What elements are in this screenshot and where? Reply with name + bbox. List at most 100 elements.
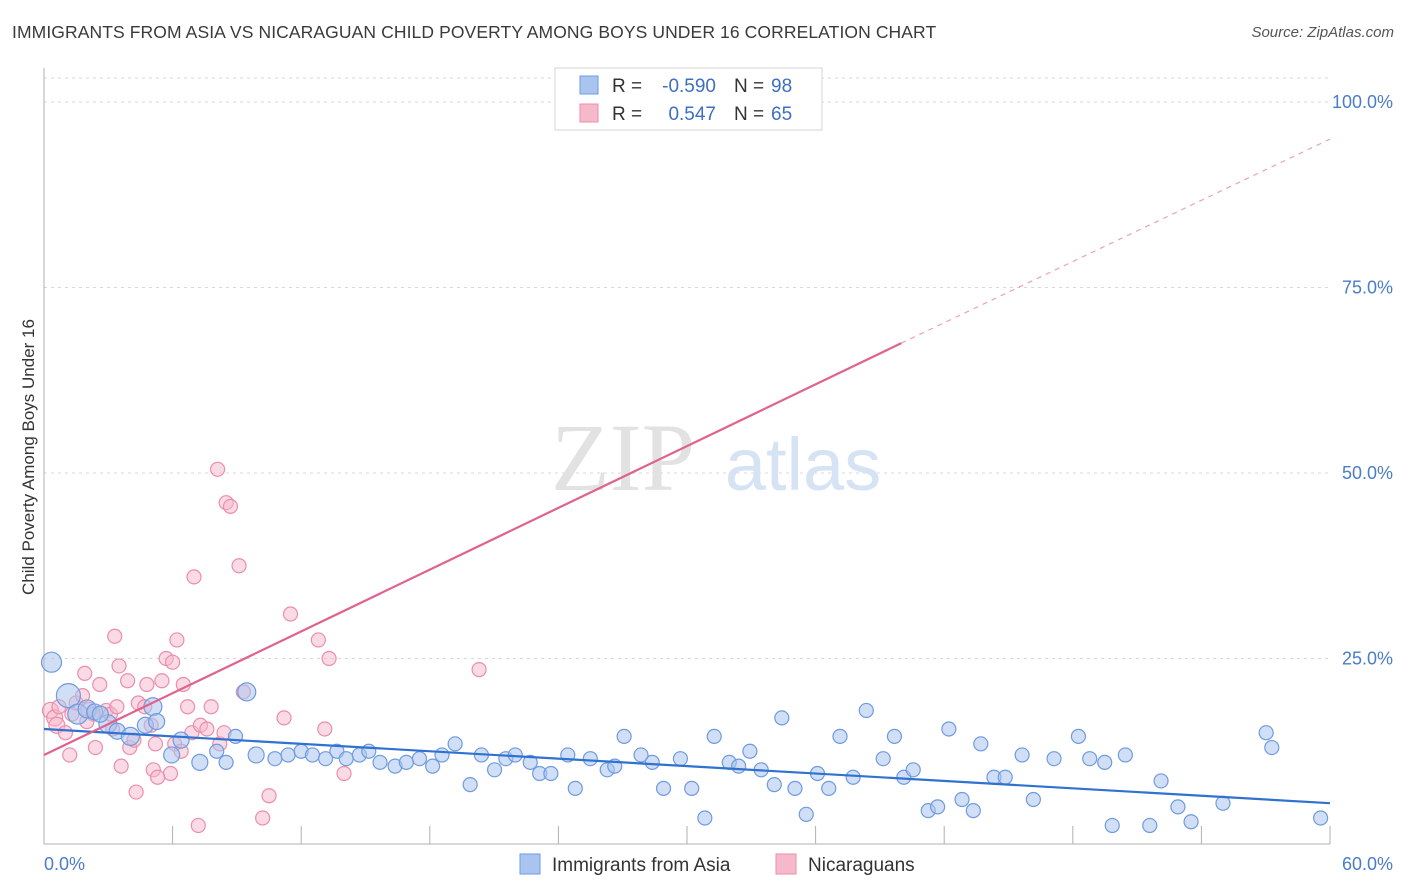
nic-point-52 bbox=[276, 710, 292, 726]
nic-point-25 bbox=[139, 676, 155, 693]
nic-point-34 bbox=[169, 632, 185, 648]
asia-point-31 bbox=[425, 758, 441, 774]
chart-title: IMMIGRANTS FROM ASIA VS NICARAGUAN CHILD… bbox=[12, 22, 937, 42]
asia-point-33 bbox=[447, 736, 463, 752]
asia-point-76 bbox=[965, 803, 981, 819]
gridlines bbox=[44, 77, 1330, 659]
nic-point-53 bbox=[282, 606, 299, 622]
asia-point-74 bbox=[941, 721, 957, 737]
asia-point-39 bbox=[522, 754, 538, 770]
watermark-zip: ZIP bbox=[551, 404, 695, 511]
stats-legend-n-value-2: 65 bbox=[771, 104, 792, 125]
nic-point-48 bbox=[231, 558, 247, 574]
nic-point-54 bbox=[310, 632, 326, 648]
bottom-legend: Immigrants from Asia Nicaraguans bbox=[519, 853, 915, 876]
nic-point-63 bbox=[149, 769, 166, 785]
asia-point-32 bbox=[434, 747, 450, 763]
asia-point-48 bbox=[633, 747, 649, 763]
asia-point-27 bbox=[372, 754, 388, 770]
asia-point-65 bbox=[832, 728, 848, 745]
watermark-atlas: atlas bbox=[725, 423, 881, 506]
legend-asia-swatch bbox=[519, 853, 541, 875]
asia-point-71 bbox=[905, 762, 921, 778]
asia-point-97 bbox=[91, 705, 109, 723]
stats-legend-asia-swatch bbox=[579, 75, 599, 95]
asia-point-34 bbox=[462, 777, 478, 793]
x-tick-label-min: 0.0% bbox=[44, 854, 85, 874]
x-tick-label-max: 60.0% bbox=[1342, 854, 1393, 874]
asia-point-73 bbox=[930, 799, 946, 815]
nic-point-57 bbox=[336, 765, 352, 782]
nic-point-47 bbox=[222, 498, 239, 514]
y-tick-label-50: 50.0% bbox=[1342, 463, 1393, 483]
nic-point-23 bbox=[128, 784, 144, 800]
asia-point-50 bbox=[655, 780, 672, 796]
asia-point-90 bbox=[1170, 799, 1186, 815]
stats-legend-r-value-1: -0.590 bbox=[662, 76, 716, 97]
legend-nic-swatch bbox=[775, 853, 797, 875]
watermark: ZIP atlas bbox=[551, 404, 881, 511]
legend-asia-label: Immigrants from Asia bbox=[552, 855, 731, 876]
nic-point-41 bbox=[199, 721, 215, 737]
asia-point-61 bbox=[787, 780, 803, 796]
nic-point-51 bbox=[261, 788, 277, 804]
asia-point-11 bbox=[172, 731, 190, 749]
asia-point-53 bbox=[697, 810, 713, 826]
asia-point-36 bbox=[486, 762, 503, 778]
asia-point-95 bbox=[1313, 810, 1329, 826]
stats-legend-n-label-2: N = bbox=[734, 104, 764, 125]
nic-point-38 bbox=[186, 569, 202, 585]
y-tick-label-100: 100.0% bbox=[1332, 92, 1393, 112]
nic-point-50 bbox=[255, 810, 271, 826]
asia-point-43 bbox=[567, 780, 583, 796]
y-axis-title: Child Poverty Among Boys Under 16 bbox=[19, 319, 38, 595]
asia-point-68 bbox=[875, 751, 891, 767]
asia-point-59 bbox=[766, 777, 782, 793]
asia-point-66 bbox=[845, 769, 861, 785]
nic-point-31 bbox=[162, 765, 179, 782]
asia-point-84 bbox=[1082, 751, 1098, 767]
asia-point-85 bbox=[1097, 754, 1113, 770]
y-tick-label-25: 25.0% bbox=[1342, 649, 1393, 669]
nic-point-16 bbox=[107, 628, 123, 644]
asia-point-64 bbox=[821, 780, 837, 796]
asia-point-80 bbox=[1014, 747, 1030, 763]
asia-point-87 bbox=[1117, 747, 1133, 763]
asia-point-81 bbox=[1025, 791, 1041, 808]
nic-point-17 bbox=[111, 658, 127, 674]
asia-point-82 bbox=[1046, 751, 1062, 767]
asia-point-17 bbox=[237, 682, 257, 702]
asia-point-18 bbox=[267, 751, 283, 767]
nic-point-8 bbox=[77, 665, 93, 681]
asia-point-14 bbox=[218, 754, 234, 770]
nic-point-60 bbox=[62, 747, 78, 763]
nic-point-15 bbox=[109, 699, 125, 715]
stats-legend-n-value-1: 98 bbox=[771, 76, 792, 97]
nic-point-29 bbox=[154, 673, 170, 689]
asia-point-19 bbox=[280, 747, 296, 763]
asia-trend-line bbox=[43, 727, 1331, 805]
nic-point-56 bbox=[321, 650, 337, 667]
asia-point-57 bbox=[742, 743, 758, 759]
asia-point-60 bbox=[774, 710, 790, 726]
asia-point-86 bbox=[1104, 817, 1120, 834]
asia-point-91 bbox=[1183, 814, 1199, 830]
asia-point-49 bbox=[644, 754, 660, 770]
stats-legend-n-label-1: N = bbox=[734, 76, 764, 97]
tick-labels: 25.0% 50.0% 75.0% 100.0% 0.0% 60.0% bbox=[44, 92, 1393, 874]
nic-trend-line bbox=[43, 342, 902, 756]
nic-point-18 bbox=[113, 758, 129, 774]
stats-legend-r-label-1: R = bbox=[612, 76, 642, 97]
nic-point-42 bbox=[203, 699, 219, 715]
chart-source: Source: ZipAtlas.com bbox=[1251, 24, 1394, 41]
nic-point-28 bbox=[147, 736, 164, 752]
stats-legend-nic-swatch bbox=[579, 103, 599, 123]
nic-point-11 bbox=[87, 739, 104, 756]
asia-point-16 bbox=[247, 746, 265, 764]
asia-point-10 bbox=[163, 746, 181, 764]
asia-point-30 bbox=[411, 751, 428, 767]
asia-point-51 bbox=[672, 751, 689, 767]
legend-nic-label: Nicaraguans bbox=[808, 855, 915, 876]
nic-point-12 bbox=[92, 676, 108, 693]
